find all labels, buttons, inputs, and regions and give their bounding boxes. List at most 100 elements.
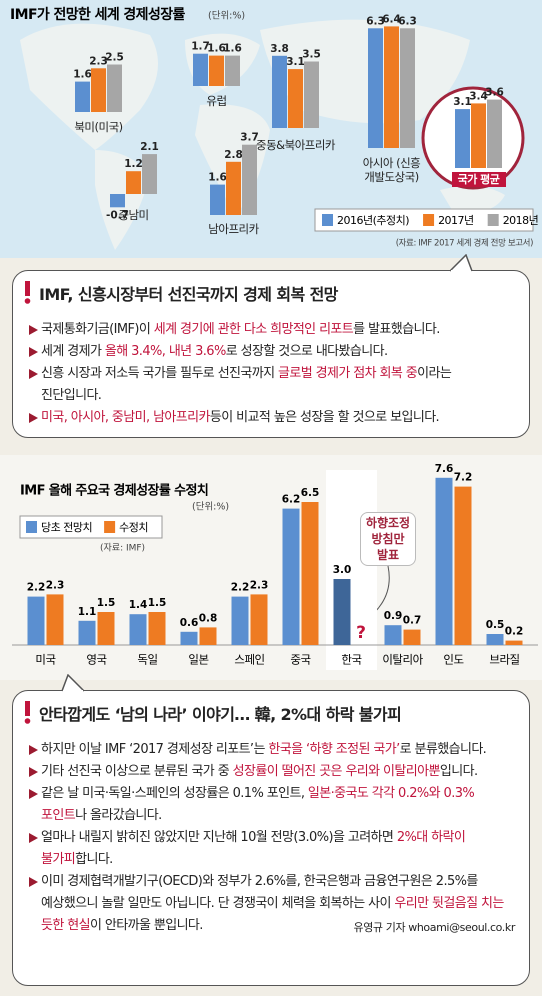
body-text: 로 분류했습니다. [399,742,487,757]
bullet-item: 얼마나 내릴지 밝히진 않았지만 지난해 10월 전망(3.0%)을 고려하면 … [29,827,515,871]
unit-label: (단위:%) [208,10,245,22]
bullet-item: 국제통화기금(IMF)이 세계 경기에 관한 다소 희망적인 리포트를 발표했습… [29,319,515,341]
value-label: 1.5 [148,597,167,609]
body-text: 를 발표했습니다. [353,322,440,337]
bar [129,614,147,645]
highlight-text: 올해 3.4%, 내년 3.6% [104,344,226,359]
body-text: 이라는 진단입니다. [41,366,452,403]
bar [333,579,351,645]
body-text: 같은 날 미국·독일·스페인의 성장률은 0.1% 포인트, [41,786,308,801]
bar [209,55,224,86]
body-text: 입니다. [439,764,478,779]
value-label: 6.4 [382,13,401,25]
value-label: 1.5 [97,597,116,609]
body-text: 신흥 시장과 저소득 국가를 필두로 선진국까지 [41,366,279,381]
exclamation-icon [24,701,31,724]
exclamation-icon [24,281,31,304]
value-label: 3.5 [302,49,321,61]
bar [91,68,106,112]
legend-swatch [423,214,435,226]
value-label: 1.6 [73,69,92,81]
highlight-text: 2%대 하락이 불가피 [41,830,466,867]
byline: 유영규 기자 whoami@seoul.co.kr [353,921,515,934]
value-label: 3.4 [469,90,488,102]
source-label: (자료: IMF) [100,543,145,554]
highlight-text: 한국을 ‘하향 조정된 국가’ [268,742,400,757]
bar [304,61,319,128]
category-label: 중남미 [118,208,149,222]
bar [454,486,472,645]
value-label: 0.5 [486,619,505,631]
value-label: 3.0 [333,564,352,576]
x-tick-label: 스페인 [234,653,264,667]
bar [193,53,208,86]
value-label: 0.6 [180,617,199,629]
value-label: 3.6 [485,87,504,99]
x-tick-label: 브라질 [489,653,519,667]
legend-box [19,515,163,539]
body-text: 국제통화기금(IMF)이 [41,322,154,337]
value-label: 2.3 [89,55,108,67]
bar [142,154,157,194]
bullet-item: 기타 선진국 이상으로 분류된 국가 중 성장률이 떨어진 곳은 우리와 이탈리… [29,761,515,783]
category-label: 북미(미국) [74,120,123,134]
highlight-text: 글로벌 경제가 점차 회복 중 [278,366,418,381]
bar [75,81,90,112]
bar [148,612,166,645]
value-label: 2.3 [46,579,65,591]
bar [107,64,122,112]
value-label: 1.6 [208,172,227,184]
bar [78,620,96,645]
bar [27,596,45,645]
value-label: 2.3 [250,579,269,591]
bar [487,99,502,168]
value-label: 3.1 [453,96,472,108]
bar [368,28,383,148]
highlight-text: 성장률이 떨어진 곳은 우리와 이탈리아뿐 [232,764,441,779]
callout-box: IMF, 신흥시장부터 선진국까지 경제 회복 전망 국제통화기금(IMF)이 … [12,270,530,438]
x-tick-label: 인도 [443,653,463,667]
bar [471,103,486,168]
value-label: 3.1 [286,56,305,68]
bar [272,55,287,128]
body-text: 하지만 이날 IMF ‘2017 경제성장 리포트’는 [41,742,269,757]
x-tick-label: 일본 [188,653,208,667]
bar [231,596,249,645]
source-label: (자료: IMF 2017 세계 경제 전망 보고서) [396,238,533,249]
value-label: 6.3 [398,15,417,27]
value-label: 1.7 [191,41,210,53]
body-text: 얼마나 내릴지 밝히진 않았지만 지난해 10월 전망(3.0%)을 고려하면 [41,830,397,845]
bar [400,28,415,148]
legend-swatch [322,214,333,226]
category-label: 중동&북아프리카 [255,138,336,152]
body-text: 등이 비교적 높은 성장을 할 것으로 보입니다. [209,410,440,425]
callout-box: 안타깝게도 ‘남의 나라’ 이야기… 韓, 2%대 하락 불가피 하지만 이날 … [12,690,530,986]
chart-title: IMF 올해 주요국 경제성장률 수정치 [20,483,208,499]
bullet-item: 세계 경제가 올해 3.4%, 내년 3.6%로 성장할 것으로 내다봤습니다. [29,341,515,363]
bar [225,55,240,86]
value-label: 1.6 [223,43,242,55]
x-tick-label: 한국 [341,653,361,667]
value-label: 6.3 [366,15,385,27]
bar [288,69,303,128]
value-label: 7.6 [435,463,454,475]
legend-swatch [487,214,499,226]
value-label: 0.9 [384,610,403,622]
legend-swatch [104,521,116,533]
chart-title: IMF가 전망한 세계 경제성장률 [10,6,186,23]
callout-tail [61,674,85,692]
bar [505,640,523,645]
x-tick-label: 중국 [290,653,310,667]
value-label: 7.2 [454,472,473,484]
body-text: 이 안타까울 뿐입니다. [89,918,203,933]
bar [126,171,141,194]
value-label: 1.4 [129,599,148,611]
legend-label: 수정치 [119,521,148,534]
bullet-item: 하지만 이날 IMF ‘2017 경제성장 리포트’는 한국을 ‘하향 조정된 … [29,739,515,761]
annotation: ? [356,623,366,643]
highlight-text: 미국, 아시아, 중남미, 남아프리카 [41,410,210,425]
bar [199,627,217,645]
body-text: 세계 경제가 [41,344,105,359]
bar [46,594,64,645]
